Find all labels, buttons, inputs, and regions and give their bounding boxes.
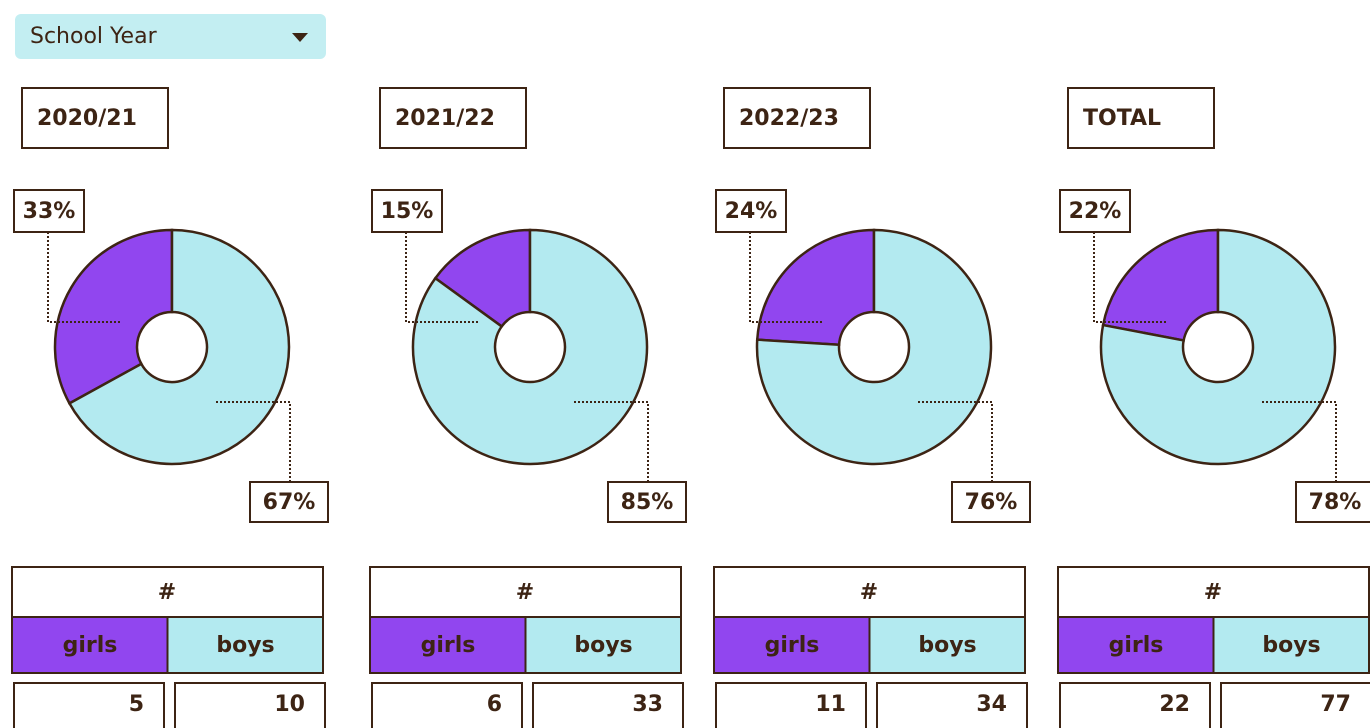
leader-line: [47, 232, 120, 323]
donut-slice: [67, 228, 291, 466]
panel-title: 2022/23: [739, 106, 839, 131]
column-label: boys: [574, 633, 632, 658]
count-box: [371, 682, 523, 728]
count-box: [532, 682, 684, 728]
leader-line: [216, 401, 291, 482]
donut-slice: [755, 228, 876, 347]
count-box: [1059, 682, 1211, 728]
count-box: [715, 682, 867, 728]
column-cell: [1212, 616, 1370, 674]
label-box: [1295, 481, 1370, 523]
label-box: [715, 189, 787, 233]
title-box: [723, 87, 871, 149]
table-header-text: #: [860, 580, 878, 605]
count-value: 5: [129, 692, 144, 717]
count-value: 34: [976, 692, 1007, 717]
column-label: girls: [63, 633, 118, 658]
count-value: 22: [1159, 692, 1190, 717]
value-label: 15%: [381, 199, 434, 224]
column-label: girls: [421, 633, 476, 658]
count-value: 11: [815, 692, 846, 717]
column-label: girls: [1109, 633, 1164, 658]
count-value: 10: [274, 692, 305, 717]
value-label: 22%: [1069, 199, 1122, 224]
leader-line: [918, 401, 993, 482]
table-header-text: #: [516, 580, 534, 605]
dropdown-label: School Year: [30, 24, 158, 49]
label-box: [1059, 189, 1131, 233]
dropdown[interactable]: [15, 14, 326, 59]
table-header-text: #: [158, 580, 176, 605]
value-label: 67%: [263, 490, 316, 515]
value-label: 33%: [23, 199, 76, 224]
donut-slice: [1101, 228, 1220, 342]
column-cell: [369, 616, 527, 674]
label-box: [951, 481, 1031, 523]
table-header: [713, 566, 1026, 618]
donut-slice: [755, 228, 993, 466]
label-box: [13, 189, 85, 233]
column-label: boys: [216, 633, 274, 658]
column-cell: [1057, 616, 1215, 674]
label-box: [607, 481, 687, 523]
title-box: [21, 87, 169, 149]
count-box: [174, 682, 326, 728]
column-label: boys: [1262, 633, 1320, 658]
panel-title: 2021/22: [395, 106, 495, 131]
column-label: boys: [918, 633, 976, 658]
leader-line: [1093, 232, 1166, 323]
leader-line: [749, 232, 822, 323]
label-box: [249, 481, 329, 523]
column-cell: [166, 616, 324, 674]
table-header-text: #: [1204, 580, 1222, 605]
count-box: [1220, 682, 1370, 728]
column-cell: [524, 616, 682, 674]
donut-slice: [433, 228, 532, 329]
count-value: 33: [632, 692, 663, 717]
column-cell: [868, 616, 1026, 674]
count-box: [876, 682, 1028, 728]
value-label: 76%: [965, 490, 1018, 515]
column-label: girls: [765, 633, 820, 658]
value-label: 85%: [621, 490, 674, 515]
count-value: 6: [487, 692, 502, 717]
leader-line: [405, 232, 478, 323]
count-value: 77: [1320, 692, 1351, 717]
title-box: [379, 87, 527, 149]
panel-title: 2020/21: [37, 106, 137, 131]
label-box: [371, 189, 443, 233]
value-label: 24%: [725, 199, 778, 224]
leader-line: [1262, 401, 1337, 482]
table-header: [369, 566, 682, 618]
table-header: [11, 566, 324, 618]
donut-slice: [53, 228, 174, 406]
panel-title: TOTAL: [1083, 106, 1161, 131]
count-box: [13, 682, 165, 728]
donut-slice: [411, 228, 649, 466]
column-cell: [11, 616, 169, 674]
title-box: [1067, 87, 1215, 149]
donut-slice: [1099, 228, 1337, 466]
leader-line: [574, 401, 649, 482]
value-label: 78%: [1309, 490, 1362, 515]
dropdown-arrow: [292, 33, 308, 42]
